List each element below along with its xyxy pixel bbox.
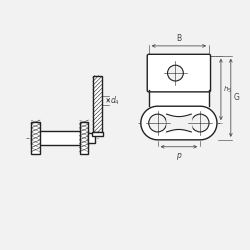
- Text: G: G: [234, 93, 240, 102]
- Text: p: p: [176, 151, 181, 160]
- Bar: [93, 76, 102, 132]
- Circle shape: [168, 65, 183, 81]
- Bar: [31, 131, 88, 145]
- FancyBboxPatch shape: [147, 54, 210, 92]
- Text: B: B: [176, 34, 182, 43]
- Circle shape: [191, 114, 209, 132]
- Bar: [31, 122, 40, 154]
- Bar: [80, 122, 88, 154]
- Text: $d_4$: $d_4$: [110, 94, 120, 106]
- Bar: [92, 132, 103, 136]
- Bar: [88, 133, 95, 143]
- Text: $h_5$: $h_5$: [223, 84, 232, 94]
- Polygon shape: [141, 106, 217, 140]
- Circle shape: [149, 114, 166, 132]
